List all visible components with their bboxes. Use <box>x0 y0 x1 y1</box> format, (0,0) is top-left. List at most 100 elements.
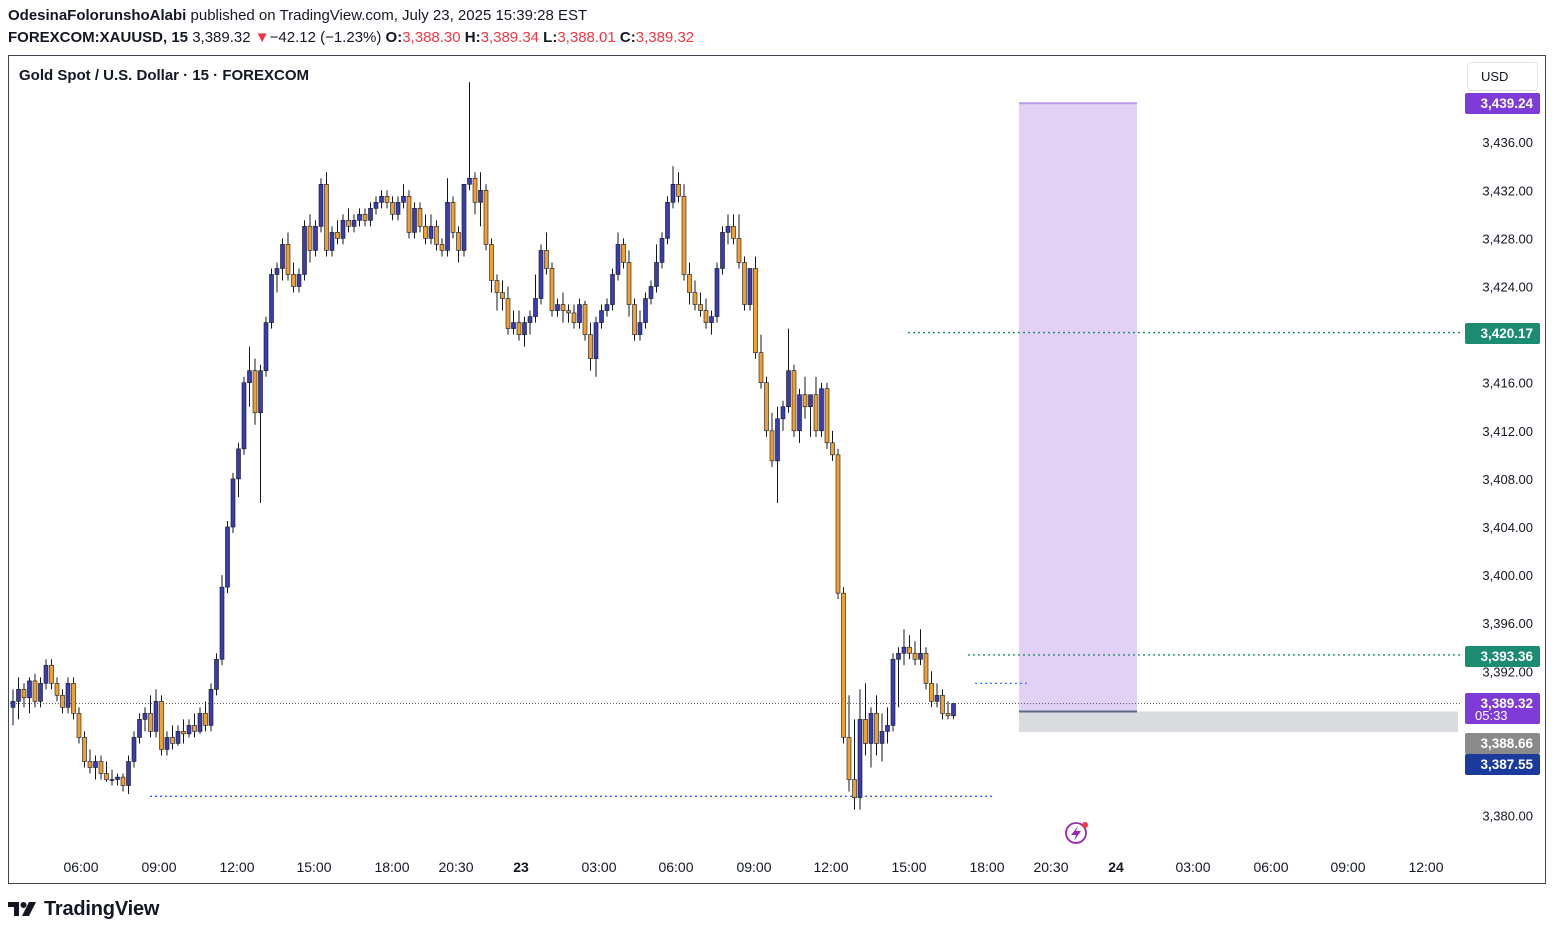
candle-body <box>131 737 137 762</box>
candle-body <box>285 244 291 275</box>
candle-body <box>247 370 252 383</box>
candle-body <box>775 418 780 462</box>
candle-body <box>533 298 538 317</box>
candle-body <box>714 268 720 317</box>
candle-body <box>10 701 16 708</box>
currency-button[interactable]: USD <box>1467 62 1538 91</box>
x-tick-label: 06:00 <box>1253 859 1288 875</box>
candle-body <box>241 382 247 450</box>
candle-body <box>159 701 164 750</box>
candle-body <box>654 262 659 287</box>
x-tick-label: 15:00 <box>891 859 926 875</box>
candle-body <box>571 312 577 323</box>
tradingview-brand[interactable]: TradingView <box>8 897 159 921</box>
candle-body <box>527 316 533 323</box>
x-tick-label: 12:00 <box>1408 859 1443 875</box>
x-tick-label: 24 <box>1108 859 1124 875</box>
candle-body <box>709 316 714 323</box>
candle-body <box>890 658 896 726</box>
price-label-text: 3,420.17 <box>1480 326 1533 341</box>
candle-body <box>808 394 813 408</box>
candle-body <box>395 202 401 215</box>
candle-body <box>566 310 571 314</box>
candle-body <box>555 304 560 311</box>
candle-body <box>417 208 423 227</box>
candle-body <box>835 454 841 594</box>
price-change: −42.12 (−1.23%) <box>269 29 382 46</box>
candle-body <box>885 725 890 732</box>
candle-body <box>478 190 483 203</box>
candle-body <box>252 370 258 414</box>
author-name[interactable]: OdesinaFolorunshoAlabi <box>8 7 187 24</box>
close-label: C: <box>619 29 636 46</box>
candle-body <box>659 238 665 263</box>
candle-body <box>219 586 225 660</box>
lightning-icon[interactable] <box>1065 822 1088 844</box>
candle-body <box>60 695 65 708</box>
candle-body <box>593 322 599 359</box>
candle-body <box>621 244 626 263</box>
x-tick-label: 06:00 <box>658 859 693 875</box>
y-tick-label: 3,432.00 <box>1482 183 1533 198</box>
candle-body <box>940 695 945 714</box>
candle-body <box>214 658 219 690</box>
candle-body <box>263 322 269 371</box>
candle-body <box>280 244 285 269</box>
candle-body <box>626 262 632 305</box>
candle-body <box>461 183 467 251</box>
price-label-text: 3,389.32 <box>1480 696 1533 711</box>
stop-zone <box>1019 711 1458 733</box>
candle-body <box>483 190 489 245</box>
candle-body <box>489 244 494 281</box>
candle-body <box>120 776 126 786</box>
candle-body <box>494 280 500 293</box>
candle-body <box>313 226 318 251</box>
candle-body <box>747 268 753 305</box>
candle-body <box>175 731 181 744</box>
candle-body <box>852 779 857 798</box>
candle-body <box>98 761 104 774</box>
candle-body <box>351 220 357 227</box>
candle-body <box>824 388 830 444</box>
candle-body <box>335 232 340 239</box>
candle-body <box>841 592 846 738</box>
low-value: 3,388.01 <box>557 29 616 46</box>
y-tick-label: 3,428.00 <box>1482 231 1533 246</box>
candle-body <box>274 268 280 275</box>
candle-body <box>181 731 186 735</box>
candle-body <box>450 202 456 233</box>
candle-body <box>753 268 758 353</box>
publish-info: published on TradingView.com, July 23, 2… <box>190 7 588 24</box>
candle-body <box>901 646 907 654</box>
candle-body <box>16 689 21 702</box>
candle-body <box>764 382 769 432</box>
candle-body <box>769 430 775 462</box>
price-label-box <box>1465 693 1540 724</box>
candle-body <box>93 761 98 768</box>
candle-body <box>148 713 153 732</box>
chart-frame[interactable] <box>8 55 1546 884</box>
low-label: L: <box>543 29 558 46</box>
candle-body <box>912 652 918 660</box>
candle-body <box>907 646 912 654</box>
candle-body <box>456 232 461 251</box>
candle-body <box>802 394 808 408</box>
candle-body <box>467 177 472 185</box>
x-tick-label: 06:00 <box>63 859 98 875</box>
candle-body <box>170 737 175 744</box>
candle-body <box>164 737 170 750</box>
candle-body <box>65 683 71 708</box>
candle-body <box>225 526 230 588</box>
candle-body <box>703 310 709 323</box>
ohlc-line: FOREXCOM:XAUUSD, 15 3,389.32 ▼−42.12 (−1… <box>8 29 694 46</box>
price-label-text: 3,439.24 <box>1480 96 1533 111</box>
candle-body <box>126 761 131 786</box>
candle-body <box>49 664 54 684</box>
candle-body <box>423 226 428 239</box>
high-label: H: <box>464 29 481 46</box>
candle-body <box>76 713 82 738</box>
candle-body <box>736 238 742 263</box>
candle-body <box>472 177 478 203</box>
candle-body <box>71 683 76 714</box>
